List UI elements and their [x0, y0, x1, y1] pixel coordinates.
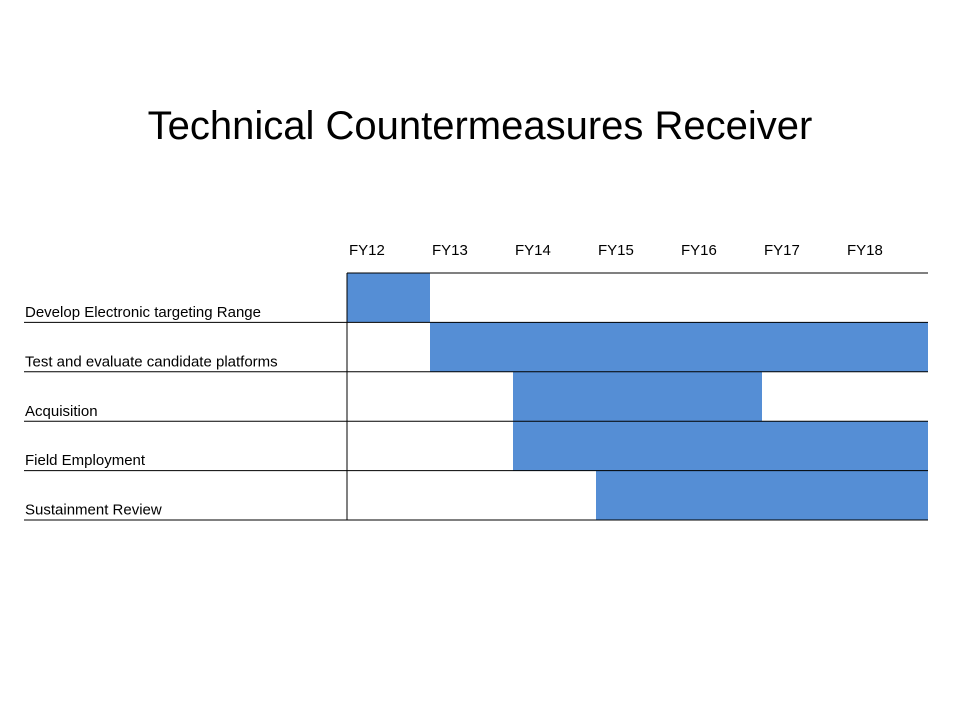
task-label: Test and evaluate candidate platforms [25, 353, 278, 370]
period-label: FY17 [764, 242, 800, 259]
period-label: FY15 [598, 242, 634, 259]
gantt-bar [596, 470, 928, 520]
gantt-bar [347, 273, 430, 323]
gantt-bar [513, 371, 762, 422]
period-label: FY12 [349, 242, 385, 259]
task-label: Develop Electronic targeting Range [25, 304, 261, 321]
task-label: Acquisition [25, 403, 98, 420]
task-label: Sustainment Review [25, 502, 162, 519]
period-label: FY16 [681, 242, 717, 259]
period-label: FY13 [432, 242, 468, 259]
period-label: FY14 [515, 242, 551, 259]
gantt-bar [513, 421, 928, 471]
gantt-bar [430, 322, 928, 372]
task-label: Field Employment [25, 452, 146, 469]
slide-title: Technical Countermeasures Receiver [147, 104, 813, 148]
period-label: FY18 [847, 242, 883, 259]
